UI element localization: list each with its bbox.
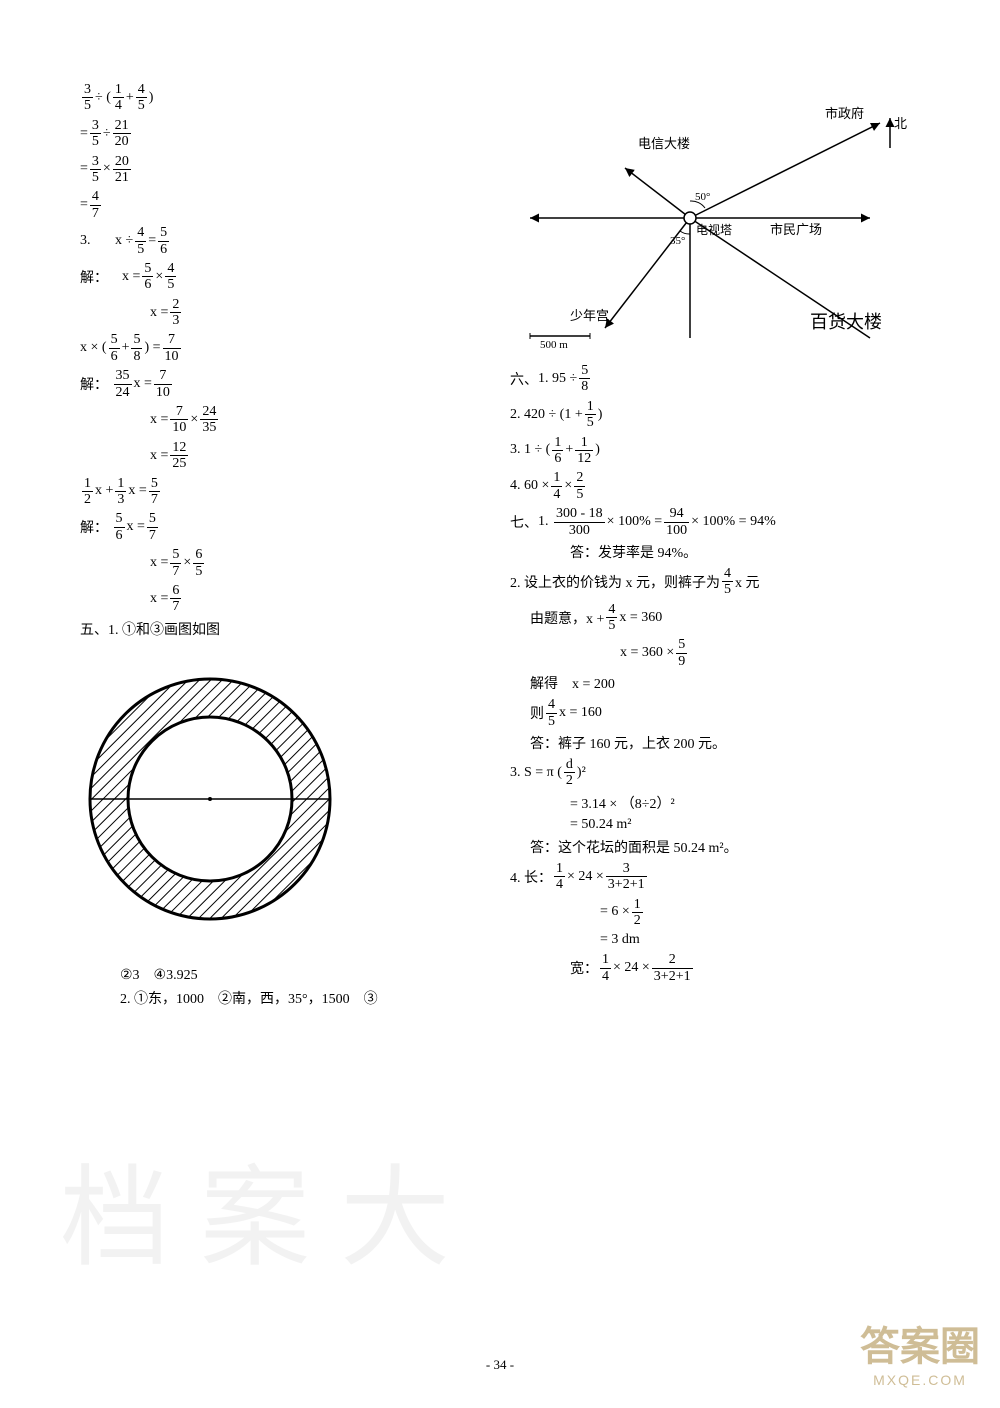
- north-label: 北: [894, 116, 907, 131]
- map-diagram: 北 市政府 电信大楼 电视塔 市民广场 少年宫 百货大楼 500 m 50° 3…: [510, 88, 940, 353]
- angle-50: 50°: [695, 191, 710, 203]
- equation-header: 12 x + 13 x = 57: [60, 476, 490, 508]
- solution-line: 解： 3524 x = 710: [60, 368, 490, 400]
- q7-4c: = 3 dm: [510, 932, 940, 948]
- left-column: 35 ÷ ( 14 + 45) = 35 ÷ 2120 = 35 × 2021 …: [60, 80, 500, 1368]
- solution-line: x = 1225: [60, 440, 490, 472]
- tower-label: 电视塔: [696, 222, 732, 237]
- q7-2-eq: 由题意，x + 45 x = 360: [510, 602, 940, 634]
- equation-header: 3. x ÷ 45 = 56: [60, 225, 490, 257]
- q7-4b: = 6 × 12: [510, 897, 940, 929]
- solution-line: x = 57 × 65: [60, 547, 490, 579]
- site-logo: 答案圈 MXQE.COM: [860, 1314, 980, 1388]
- page-number: - 34 -: [0, 1357, 1000, 1373]
- expr-line: 35 ÷ ( 14 + 45): [60, 82, 490, 114]
- expr-line: = 35 ÷ 2120: [60, 118, 490, 150]
- equation-header: x × ( 56 + 58 ) = 710: [60, 332, 490, 364]
- q7-1-ans: 答：发芽率是 94%。: [510, 542, 940, 562]
- scale-label: 500 m: [540, 339, 568, 348]
- solution-line: 解： 56 x = 57: [60, 511, 490, 543]
- gov-label: 市政府: [825, 106, 864, 121]
- q7-2: 2. 设上衣的价钱为 x 元，则裤子为 45 x 元: [510, 566, 940, 598]
- solution-line: x = 710 × 2435: [60, 404, 490, 436]
- q5-sub2: ②3 ④3.925: [60, 964, 490, 984]
- q7-1: 七、 1. 300 - 18300 × 100% = 94100 × 100% …: [510, 506, 940, 538]
- q7-2-solve: 解得 x = 200: [510, 673, 940, 693]
- q6-3: 3. 1 ÷ ( 16 + 112 ): [510, 435, 940, 467]
- telecom-label: 电信大楼: [638, 136, 690, 151]
- q5-header: 五、1. ①和③画图如图: [60, 619, 490, 639]
- plaza-label: 市民广场: [770, 222, 822, 237]
- q7-3-b: = 3.14 × （8÷2）²: [510, 793, 940, 813]
- angle-35: 35°: [670, 235, 685, 247]
- q6-4: 4. 60 × 14 × 25: [510, 470, 940, 502]
- q7-4a: 4. 长： 14 × 24 × 33+2+1: [510, 861, 940, 893]
- logo-url: MXQE.COM: [860, 1372, 980, 1388]
- solution-line: x = 67: [60, 583, 490, 615]
- logo-text: 答案圈: [860, 1314, 980, 1372]
- annulus-diagram: [60, 649, 490, 954]
- expr-line: = 35 × 2021: [60, 154, 490, 186]
- q6-2: 2. 420 ÷ (1 + 15 ): [510, 399, 940, 431]
- q7-3-c: = 50.24 m²: [510, 817, 940, 833]
- q5-p2: 2. ①东，1000 ②南，西，35°，1500 ③: [60, 988, 490, 1008]
- solution-line: 解： x = 56 × 45: [60, 261, 490, 293]
- q6-1: 六、 1. 95 ÷ 58: [510, 363, 940, 395]
- q7-2-ans: 答：裤子 160 元，上衣 200 元。: [510, 733, 940, 753]
- q7-3: 3. S = π ( d2 )²: [510, 757, 940, 789]
- solution-line: x = 23: [60, 297, 490, 329]
- dept-label: 百货大楼: [810, 312, 882, 332]
- youth-label: 少年宫: [570, 308, 609, 323]
- q7-4d: 宽： 14 × 24 × 23+2+1: [510, 952, 940, 984]
- expr-line: = 47: [60, 189, 490, 221]
- right-column: 北 市政府 电信大楼 电视塔 市民广场 少年宫 百货大楼 500 m 50° 3…: [500, 80, 940, 1368]
- q7-3-ans: 答：这个花坛的面积是 50.24 m²。: [510, 837, 940, 857]
- q7-2-step: x = 360 × 59: [510, 637, 940, 669]
- q7-2-then: 则 45 x = 160: [510, 697, 940, 729]
